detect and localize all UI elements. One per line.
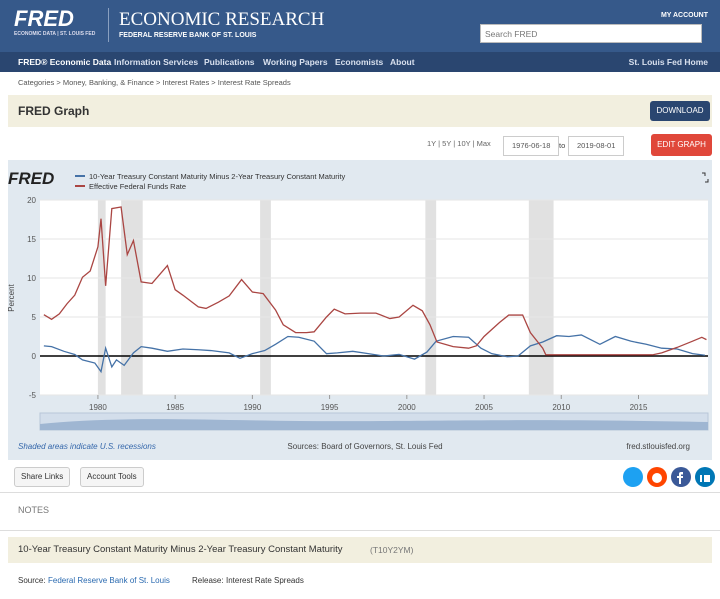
header-subtitle: FEDERAL RESERVE BANK OF ST. LOUIS [119,32,257,39]
chart: FRED Percent Shaded areas indicate U.S. … [8,160,712,460]
y-tick-label: 20 [27,196,36,205]
search-box[interactable]: Search FRED [480,24,702,43]
linkedin-glyph [700,475,702,482]
end-date[interactable]: 2019-08-01 [568,136,625,156]
x-tick-label: 2005 [475,403,493,412]
nav-item[interactable]: Publications [204,57,255,67]
x-tick-label: 1995 [321,403,339,412]
release-value: Interest Rate Spreads [226,576,304,585]
legend-label: 10-Year Treasury Constant Maturity Minus… [89,172,345,181]
recession-note: Shaded areas indicate U.S. recessions [18,442,156,451]
range-links[interactable]: 1Y | 5Y | 10Y | Max [427,139,491,148]
chart-logo: FRED [8,169,54,188]
notes-heading: NOTES [18,505,50,515]
nav-bar: FRED® Economic Data Information Services… [0,52,720,72]
y-tick-label: 10 [27,274,36,283]
graph-title: FRED Graph [18,104,90,118]
y-tick-label: 15 [27,235,36,244]
nav-item[interactable]: Information Services [114,57,199,67]
start-date[interactable]: 1976-06-18 [503,136,560,156]
recession-band [528,200,554,395]
twitter-icon[interactable] [623,467,643,487]
series-code: (T10Y2YM) [370,545,414,555]
edit-graph-button[interactable]: EDIT GRAPH [651,134,712,156]
y-axis-label: Percent [8,283,16,311]
x-tick-label: 1985 [166,403,184,412]
x-tick-label: 2000 [398,403,416,412]
series-line [43,206,707,356]
logo-sub: ECONOMIC DATA | ST. LOUIS FED [14,31,96,37]
series-title: 10-Year Treasury Constant Maturity Minus… [18,544,343,555]
series-bar: 10-Year Treasury Constant Maturity Minus… [8,537,712,563]
graph-bar: FRED Graph DOWNLOAD [8,95,712,127]
chart-source: Sources: Board of Governors, St. Louis F… [287,442,442,451]
nav-item[interactable]: Working Papers [263,57,328,67]
navigator-area [40,419,708,430]
x-tick-label: 1990 [243,403,261,412]
recession-band [97,200,106,395]
facebook-glyph [677,472,683,484]
nav-item[interactable]: FRED® Economic Data [18,57,112,67]
y-tick-label: -5 [29,391,37,400]
nav-item[interactable]: Economists [335,57,384,67]
account-tools-button[interactable]: Account Tools [80,467,144,487]
header: FRED ECONOMIC DATA | ST. LOUIS FED ECONO… [0,0,720,52]
plot-area [40,200,708,395]
nav-item[interactable]: About [390,57,415,67]
fullscreen-icon[interactable] [702,172,709,183]
header-title: ECONOMIC RESEARCH [119,9,325,30]
separator [0,530,720,531]
series-line [43,334,705,374]
source-link[interactable]: Federal Reserve Bank of St. Louis [48,576,170,585]
recession-band [425,200,437,395]
source-label: Source: [18,576,46,585]
x-tick-label: 2015 [630,403,648,412]
social-icons [623,467,715,487]
divider [108,8,109,42]
y-tick-label: 0 [32,352,37,361]
my-account[interactable]: MY ACCOUNT [660,12,708,19]
breadcrumbs: Categories > Money, Banking, & Finance >… [18,78,291,87]
legend-label: Effective Federal Funds Rate [89,182,186,191]
nav-right[interactable]: St. Louis Fed Home [628,57,708,67]
separator [0,492,720,493]
release-label: Release: [192,576,224,585]
y-tick-label: 5 [32,313,37,322]
download-button[interactable]: DOWNLOAD [650,101,710,121]
chart-site: fred.stlouisfed.org [626,442,690,451]
x-tick-label: 1980 [89,403,107,412]
x-tick-label: 2010 [552,403,570,412]
to-label: to [559,141,566,150]
logo[interactable]: FRED [14,6,74,31]
share-links-button[interactable]: Share Links [14,467,71,487]
linkedin-glyph [704,475,710,482]
reddit-face [652,473,662,483]
